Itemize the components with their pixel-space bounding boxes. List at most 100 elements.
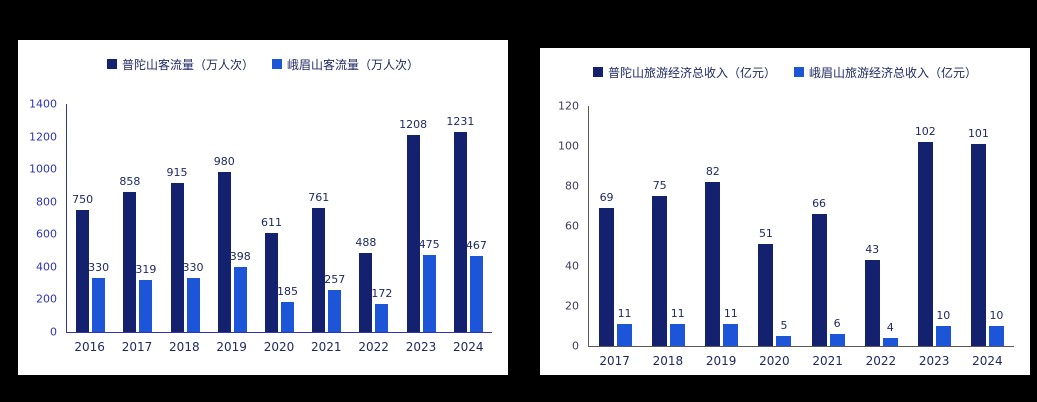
y-tick-label: 60 bbox=[565, 219, 579, 233]
plot-row: 0 200 400 600 800 1000 1200 1400 750 330 858 319 91… bbox=[18, 99, 508, 338]
y-tick-label: 1400 bbox=[29, 97, 57, 111]
bar: 10 bbox=[988, 310, 1004, 346]
bar-group: 761 257 bbox=[303, 104, 350, 332]
x-tick-label: 2018 bbox=[652, 354, 684, 368]
legend-swatch-icon bbox=[106, 59, 117, 69]
legend-label: 普陀山旅游经济总收入（亿元） bbox=[607, 65, 776, 80]
x-tick-label: 2023 bbox=[918, 354, 950, 368]
bar-value-label: 75 bbox=[652, 179, 667, 192]
bar: 467 bbox=[466, 240, 487, 332]
legend-item-emeishan-visitors: 峨眉山客流量（万人次） bbox=[272, 56, 419, 73]
bar-value-label: 1208 bbox=[399, 118, 428, 132]
legend-item-putuoshan-revenue: 普陀山旅游经济总收入（亿元） bbox=[592, 64, 776, 81]
bar-group: 102 10 bbox=[908, 106, 961, 346]
bar-group: 51 5 bbox=[748, 106, 801, 346]
bar-value-label: 102 bbox=[914, 125, 936, 138]
bar-value-label: 6 bbox=[833, 317, 841, 330]
bar: 475 bbox=[419, 239, 440, 332]
bar: 172 bbox=[371, 288, 392, 332]
y-tick-label: 0 bbox=[50, 325, 57, 339]
bar: 5 bbox=[776, 320, 792, 346]
x-tick-label: 2017 bbox=[599, 354, 630, 368]
bar: 11 bbox=[723, 308, 739, 346]
bar-group: 1231 467 bbox=[445, 104, 492, 332]
y-tick-label: 600 bbox=[36, 227, 57, 241]
bar-value-label: 10 bbox=[989, 309, 1004, 323]
x-tick-label: 2022 bbox=[865, 354, 897, 368]
bar-value-label: 858 bbox=[119, 175, 141, 189]
bar-group: 858 319 bbox=[114, 104, 161, 332]
bar: 750 bbox=[72, 194, 93, 332]
bar-value-label: 4 bbox=[886, 321, 894, 334]
x-axis: 2016 2017 2018 2019 2020 2021 2022 2023 2024 bbox=[66, 340, 508, 354]
legend: 普陀山旅游经济总收入（亿元） 峨眉山旅游经济总收入（亿元） bbox=[540, 48, 1030, 82]
y-tick-label: 200 bbox=[36, 292, 57, 306]
chart-panel-visitors: 普陀山客流量（万人次） 峨眉山客流量（万人次） 0 200 400 600 800 100… bbox=[18, 40, 508, 375]
x-tick-label: 2021 bbox=[311, 340, 342, 354]
x-tick-label: 2016 bbox=[74, 340, 105, 354]
bar-value-label: 1231 bbox=[446, 114, 475, 128]
plot-area: 750 330 858 319 915 330 980 398 611 185 761 257 488 1… bbox=[66, 104, 492, 333]
y-tick-label: 80 bbox=[565, 179, 579, 193]
bar: 257 bbox=[324, 274, 345, 332]
bar-value-label: 66 bbox=[812, 197, 827, 210]
bar: 6 bbox=[829, 318, 845, 346]
bar: 82 bbox=[705, 166, 721, 346]
bar-value-label: 750 bbox=[72, 192, 94, 206]
x-tick-label: 2019 bbox=[705, 354, 737, 368]
bar: 1208 bbox=[399, 119, 427, 332]
bar: 4 bbox=[882, 322, 898, 346]
y-tick-label: 800 bbox=[36, 195, 57, 209]
bar-value-label: 330 bbox=[88, 261, 110, 275]
legend: 普陀山客流量（万人次） 峨眉山客流量（万人次） bbox=[18, 40, 508, 74]
bar-group: 915 330 bbox=[161, 104, 208, 332]
x-tick-label: 2024 bbox=[972, 354, 1003, 368]
legend-label: 峨眉山旅游经济总收入（亿元） bbox=[809, 65, 978, 80]
bar-group: 66 6 bbox=[802, 106, 855, 346]
y-axis: 0 200 400 600 800 1000 1200 1400 bbox=[18, 99, 66, 338]
bar-value-label: 11 bbox=[723, 307, 738, 320]
bar: 10 bbox=[935, 310, 951, 346]
bar-value-label: 82 bbox=[705, 165, 720, 178]
bar-value-label: 980 bbox=[213, 155, 235, 169]
x-tick-label: 2020 bbox=[263, 340, 295, 354]
bar: 761 bbox=[308, 192, 329, 332]
bar-value-label: 761 bbox=[308, 191, 330, 205]
bar-group: 69 11 bbox=[589, 106, 642, 346]
y-tick-label: 20 bbox=[565, 299, 579, 313]
bar: 69 bbox=[599, 192, 615, 346]
y-tick-label: 40 bbox=[565, 259, 579, 273]
bar: 102 bbox=[915, 126, 936, 346]
bar-value-label: 10 bbox=[936, 309, 951, 323]
bar-value-label: 257 bbox=[324, 273, 346, 287]
bar-value-label: 172 bbox=[371, 287, 393, 300]
bar-group: 75 11 bbox=[642, 106, 695, 346]
x-tick-label: 2019 bbox=[216, 340, 247, 354]
legend-label: 峨眉山客流量（万人次） bbox=[287, 57, 420, 72]
bar: 330 bbox=[183, 262, 204, 332]
bar: 858 bbox=[119, 176, 140, 332]
y-tick-label: 1000 bbox=[29, 162, 57, 176]
legend-item-putuoshan-visitors: 普陀山客流量（万人次） bbox=[106, 56, 254, 73]
bar: 75 bbox=[652, 180, 668, 346]
bar-group: 101 10 bbox=[961, 106, 1014, 346]
x-tick-label: 2022 bbox=[358, 340, 389, 354]
y-tick-label: 120 bbox=[558, 99, 579, 113]
chart-panel-revenue: 普陀山旅游经济总收入（亿元） 峨眉山旅游经济总收入（亿元） 0 20 40 60 80 1… bbox=[540, 48, 1030, 375]
plot-row: 0 20 40 60 80 100 120 69 11 75 11 82 11 51 5 66 6 43 4 102… bbox=[540, 101, 1030, 352]
bar: 185 bbox=[277, 286, 298, 332]
bar-value-label: 69 bbox=[599, 191, 614, 204]
bar-value-label: 43 bbox=[865, 243, 880, 256]
bar: 398 bbox=[230, 251, 251, 332]
bar: 915 bbox=[167, 167, 188, 332]
legend-label: 普陀山客流量（万人次） bbox=[121, 57, 254, 72]
bar-value-label: 11 bbox=[670, 307, 685, 320]
bar: 611 bbox=[261, 217, 282, 332]
bar-value-label: 185 bbox=[276, 284, 298, 298]
bar-value-label: 51 bbox=[758, 227, 773, 240]
x-tick-label: 2020 bbox=[759, 354, 790, 368]
bar-value-label: 915 bbox=[166, 166, 188, 179]
y-tick-label: 0 bbox=[572, 339, 579, 353]
bar: 43 bbox=[864, 244, 880, 346]
legend-item-emeishan-revenue: 峨眉山旅游经济总收入（亿元） bbox=[794, 64, 977, 81]
